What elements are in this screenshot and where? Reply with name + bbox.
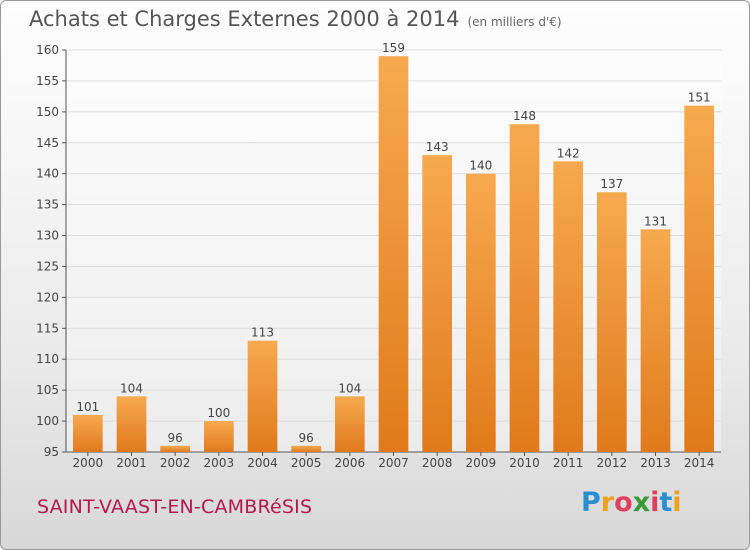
y-tick-label: 140 <box>36 167 59 181</box>
x-tick-label: 2011 <box>553 456 584 470</box>
x-tick-label: 2004 <box>247 456 278 470</box>
bar-value-label: 113 <box>251 326 274 340</box>
bar <box>465 173 496 452</box>
bar <box>116 396 147 452</box>
bar <box>160 445 191 452</box>
x-tick-label: 2012 <box>597 456 628 470</box>
bar-value-label: 148 <box>513 109 536 123</box>
bar-value-label: 101 <box>76 400 99 414</box>
proxiti-logo: Proxiti <box>581 487 682 518</box>
logo-letter: P <box>581 487 601 518</box>
x-tick-label: 2010 <box>509 456 540 470</box>
x-tick-label: 2013 <box>640 456 671 470</box>
y-tick-label: 110 <box>36 352 59 366</box>
bar-value-label: 142 <box>557 146 580 160</box>
bar-value-label: 104 <box>338 381 361 395</box>
x-tick-label: 2008 <box>422 456 453 470</box>
y-tick-label: 95 <box>44 445 59 459</box>
bar <box>72 414 103 452</box>
bar <box>553 161 584 453</box>
x-tick-label: 2014 <box>684 456 715 470</box>
bar <box>422 155 453 452</box>
logo-letter: i <box>672 487 682 518</box>
bar-value-label: 159 <box>382 41 405 55</box>
x-tick-label: 2002 <box>160 456 191 470</box>
y-tick-label: 160 <box>36 43 59 57</box>
logo-letter: x <box>632 487 651 518</box>
x-tick-label: 2006 <box>335 456 366 470</box>
x-tick-label: 2005 <box>291 456 322 470</box>
y-tick-label: 100 <box>36 414 59 428</box>
x-tick-label: 2001 <box>116 456 147 470</box>
y-tick-label: 145 <box>36 136 59 150</box>
bar <box>291 445 322 452</box>
commune-name: SAINT-VAAST-EN-CAMBRéSIS <box>37 496 313 518</box>
x-tick-label: 2003 <box>204 456 235 470</box>
y-tick-label: 120 <box>36 290 59 304</box>
x-tick-label: 2000 <box>73 456 104 470</box>
x-tick-label: 2009 <box>466 456 497 470</box>
y-tick-label: 115 <box>36 321 59 335</box>
bar <box>684 105 715 453</box>
bar <box>378 56 409 452</box>
y-tick-label: 150 <box>36 105 59 119</box>
bar <box>247 340 278 452</box>
bar <box>203 421 234 452</box>
bar-value-label: 137 <box>600 177 623 191</box>
y-tick-label: 130 <box>36 229 59 243</box>
logo-letter: r <box>600 487 615 518</box>
logo-letter: o <box>614 487 633 518</box>
bar-value-label: 96 <box>168 431 183 445</box>
bar-value-label: 131 <box>644 214 667 228</box>
y-tick-label: 105 <box>36 383 59 397</box>
logo-letter: t <box>659 487 673 518</box>
x-tick-label: 2007 <box>378 456 409 470</box>
bar <box>640 229 671 452</box>
bar-value-label: 140 <box>469 159 492 173</box>
logo-letter: i <box>650 487 660 518</box>
bar-value-label: 100 <box>207 406 230 420</box>
bar-value-label: 96 <box>299 431 314 445</box>
bar-value-label: 143 <box>426 140 449 154</box>
chart-title: Achats et Charges Externes 2000 à 2014 <box>29 7 460 31</box>
chart-subtitle: (en milliers d'€) <box>467 15 562 29</box>
bar <box>596 192 627 452</box>
bar <box>334 396 365 452</box>
y-tick-label: 155 <box>36 74 59 88</box>
y-tick-label: 125 <box>36 259 59 273</box>
y-tick-label: 135 <box>36 198 59 212</box>
bar-value-label: 151 <box>688 91 711 105</box>
bar <box>509 124 540 452</box>
bar-value-label: 104 <box>120 381 143 395</box>
chart-title-block: Achats et Charges Externes 2000 à 2014 (e… <box>29 7 562 31</box>
